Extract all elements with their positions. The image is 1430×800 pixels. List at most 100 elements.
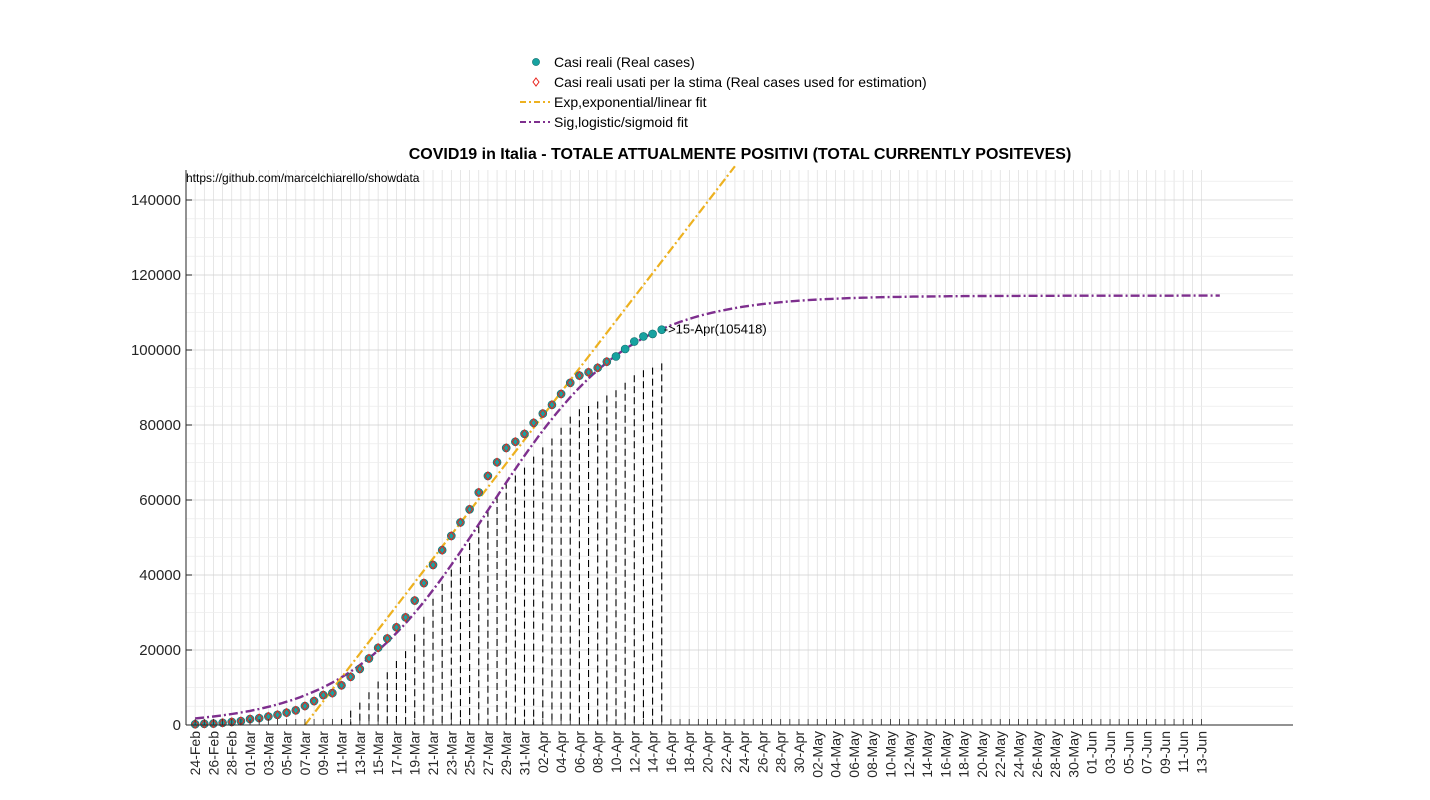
- estimation-point: [438, 545, 446, 555]
- estimation-point: [566, 377, 574, 388]
- legend-item-estimation-cases: Casi reali usati per la stima (Real case…: [532, 74, 927, 90]
- x-tick-label: 08-Apr: [590, 731, 606, 773]
- x-tick-label: 03-Mar: [260, 731, 276, 776]
- y-tick-label: 20000: [139, 642, 181, 659]
- x-tick-label: 16-May: [937, 731, 953, 778]
- x-tick-label: 19-Mar: [407, 731, 423, 776]
- estimation-point: [502, 443, 510, 453]
- x-tick-label: 22-May: [992, 731, 1008, 778]
- estimation-point: [200, 719, 208, 729]
- annotation-label: ->15-Apr(105418): [664, 322, 767, 337]
- x-tick-label: 04-Apr: [553, 731, 569, 773]
- x-tick-label: 08-May: [864, 731, 880, 778]
- x-tick-label: 18-Apr: [681, 731, 697, 773]
- estimation-point: [319, 690, 327, 700]
- x-tick-label: 04-May: [828, 731, 844, 778]
- estimation-point: [456, 517, 465, 528]
- estimation-point: [411, 595, 419, 606]
- estimation-point: [191, 719, 199, 730]
- estimation-point: [218, 717, 227, 728]
- y-tick-label: 40000: [139, 567, 181, 584]
- legend-label: Sig,logistic/sigmoid fit: [554, 114, 688, 130]
- x-tick-label: 30-Apr: [791, 731, 807, 773]
- estimation-point: [401, 612, 410, 623]
- x-tick-label: 10-May: [882, 731, 898, 778]
- estimation-point: [557, 389, 565, 399]
- x-tick-label: 14-May: [919, 731, 935, 778]
- real-case-point: [648, 329, 657, 339]
- x-tick-label: 09-Mar: [315, 731, 331, 776]
- estimation-point: [429, 560, 437, 570]
- x-tick-label: 28-Apr: [773, 731, 789, 773]
- estimation-point: [520, 429, 529, 439]
- estimation-point: [283, 707, 291, 718]
- x-tick-label: 02-May: [809, 731, 825, 778]
- estimation-point: [584, 367, 593, 378]
- legend: Casi reali (Real cases) Casi reali usati…: [520, 54, 927, 130]
- estimation-point: [493, 457, 501, 468]
- x-tick-label: 25-Mar: [462, 731, 478, 776]
- estimation-point: [594, 362, 602, 373]
- x-tick-label: 24-May: [1011, 731, 1027, 778]
- estimation-point: [347, 672, 355, 682]
- estimation-point: [374, 642, 382, 653]
- x-tick-label: 03-Jun: [1102, 731, 1118, 774]
- estimation-point: [209, 718, 218, 729]
- estimation-point: [539, 408, 547, 419]
- x-tick-label: 26-Apr: [754, 731, 770, 773]
- estimation-point: [301, 701, 309, 711]
- daily-marker-lines: [340, 363, 663, 725]
- legend-label: Exp,exponential/linear fit: [554, 94, 707, 110]
- estimation-point: [575, 370, 584, 381]
- estimation-point: [273, 710, 282, 720]
- x-tick-label: 21-Mar: [425, 731, 441, 776]
- y-tick-label: 120000: [131, 267, 181, 284]
- real-case-point: [620, 344, 630, 354]
- estimation-point: [511, 436, 519, 447]
- estimation-point: [530, 418, 538, 428]
- x-tick-label: 09-Jun: [1157, 731, 1173, 774]
- x-tick-label: 15-Mar: [370, 731, 386, 776]
- x-tick-label: 07-Mar: [297, 731, 313, 776]
- x-tick-label: 13-Mar: [352, 731, 368, 776]
- x-tick-label: 11-Jun: [1175, 731, 1191, 773]
- estimation-point: [447, 531, 455, 541]
- estimation-point: [383, 633, 391, 644]
- x-tick-label: 11-Mar: [334, 731, 350, 775]
- x-tick-label: 02-Apr: [535, 731, 551, 773]
- x-tick-label: 23-Mar: [443, 731, 459, 776]
- plot-area: [186, 170, 1293, 725]
- x-tick-label: 16-Apr: [663, 731, 679, 773]
- estimation-point: [328, 688, 337, 698]
- estimation-point: [465, 504, 474, 515]
- y-tick-label: 0: [173, 717, 181, 734]
- series-layer: [190, 165, 1220, 730]
- x-tick-label: 20-May: [974, 731, 990, 778]
- x-tick-label: 20-Apr: [699, 731, 715, 773]
- x-tick-label: 10-Apr: [608, 731, 624, 773]
- chart-title: COVID19 in Italia - TOTALE ATTUALMENTE P…: [409, 146, 1072, 163]
- x-tick-label: 22-Apr: [718, 731, 734, 773]
- real-case-point: [657, 325, 667, 334]
- legend-label: Casi reali usati per la stima (Real case…: [554, 74, 927, 90]
- x-tick-label: 13-Jun: [1194, 731, 1210, 774]
- x-tick-label: 28-May: [1047, 731, 1063, 778]
- legend-marker-filled-circle: [532, 58, 540, 66]
- y-tick-label: 140000: [131, 192, 181, 209]
- estimation-point: [420, 578, 428, 588]
- x-tick-label: 05-Mar: [279, 731, 295, 776]
- source-url-note: https://github.com/marcelchiarello/showd…: [186, 171, 420, 185]
- x-tick-label: 24-Apr: [736, 731, 752, 773]
- legend-marker-open-diamond: [532, 77, 540, 87]
- x-tick-label: 12-Apr: [626, 731, 642, 773]
- estimation-point: [365, 653, 373, 664]
- x-tick-label: 30-May: [1065, 731, 1081, 778]
- x-tick-label: 01-Mar: [242, 731, 258, 776]
- legend-item-real-cases: Casi reali (Real cases): [532, 54, 695, 70]
- estimation-point: [292, 705, 300, 716]
- x-tick-label: 07-Jun: [1139, 731, 1155, 774]
- x-tick-label: 18-May: [956, 731, 972, 778]
- real-case-point: [639, 332, 648, 341]
- x-tick-label: 28-Feb: [224, 731, 240, 776]
